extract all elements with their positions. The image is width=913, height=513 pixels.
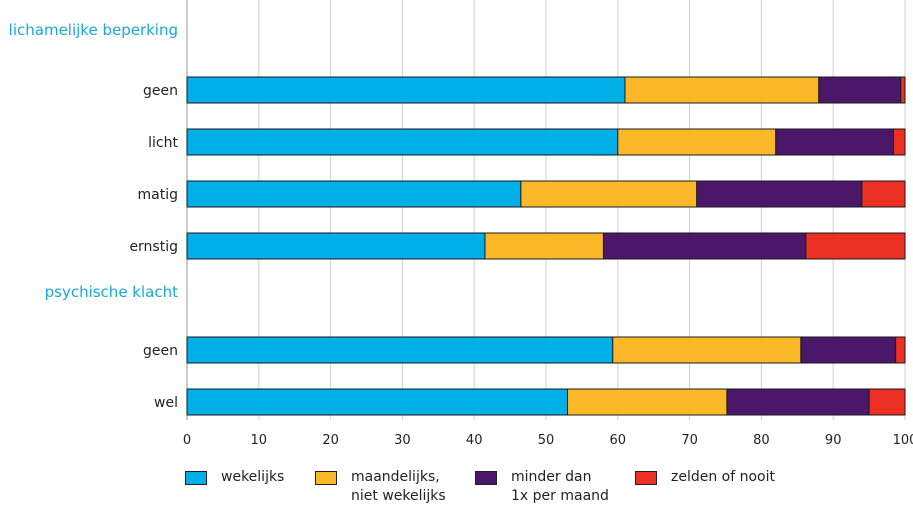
bar-segment (818, 76, 902, 104)
bar-segment (726, 388, 870, 416)
category-label: ernstig (129, 239, 178, 255)
bar-segment (900, 76, 906, 104)
bar-segment (868, 388, 906, 416)
x-tick-label: 50 (538, 433, 555, 448)
category-label: wel (154, 395, 178, 411)
x-tick-label: 70 (681, 433, 698, 448)
legend-swatch (635, 471, 657, 485)
legend-swatch (315, 471, 337, 485)
legend-label: zelden of nooit (671, 469, 776, 485)
legend-swatch (185, 471, 207, 485)
legend-item: maandelijks, niet wekelijks (315, 468, 446, 506)
x-tick-label: 60 (610, 433, 627, 448)
category-label: licht (148, 135, 178, 151)
category-labels: geen licht matig ernstig geen wel (129, 83, 178, 411)
x-tick-label: 90 (825, 433, 842, 448)
bar-segment (520, 180, 698, 208)
legend-item: minder dan 1x per maand (475, 468, 609, 506)
group-label: lichamelijke beperking (9, 21, 178, 39)
x-tick-label: 30 (394, 433, 411, 448)
bar-segment (624, 76, 820, 104)
bar-segment (484, 232, 604, 260)
bar-segment (800, 336, 897, 364)
bar-segment (893, 128, 906, 156)
bar-segment (861, 180, 906, 208)
bar-segment (186, 336, 614, 364)
x-tick-label: 0 (183, 433, 191, 448)
category-label: geen (143, 83, 178, 99)
legend-item: zelden of nooit (635, 468, 775, 487)
bar-segment (186, 128, 619, 156)
x-tick-labels: 0 10 20 30 40 50 60 70 80 90 100 (183, 433, 913, 448)
bar-segment (186, 388, 569, 416)
legend: wekelijks maandelijks, niet wekelijks mind… (180, 468, 900, 512)
legend-swatch (475, 471, 497, 485)
bar-segment (186, 180, 522, 208)
bars (186, 76, 906, 416)
x-tick-label: 80 (753, 433, 770, 448)
bar-segment (805, 232, 906, 260)
legend-label: maandelijks, niet wekelijks (351, 469, 446, 504)
x-tick-label: 40 (466, 433, 483, 448)
x-tick-label: 20 (322, 433, 339, 448)
bar-segment (567, 388, 728, 416)
x-tick-label: 10 (251, 433, 268, 448)
bar-segment (602, 232, 807, 260)
bar-segment (775, 128, 895, 156)
bar-segment (617, 128, 777, 156)
legend-label: wekelijks (221, 469, 285, 485)
legend-label: minder dan 1x per maand (511, 469, 609, 504)
x-tick-label: 100 (893, 433, 913, 448)
category-label: geen (143, 343, 178, 359)
legend-item: wekelijks (185, 468, 284, 487)
bar-segment (186, 76, 626, 104)
bar-segment (895, 336, 906, 364)
category-label: matig (138, 187, 178, 203)
group-labels: lichamelijke beperking psychische klacht (9, 21, 178, 301)
bar-segment (612, 336, 802, 364)
bar-segment (186, 232, 486, 260)
group-label: psychische klacht (45, 283, 179, 301)
bar-segment (696, 180, 863, 208)
